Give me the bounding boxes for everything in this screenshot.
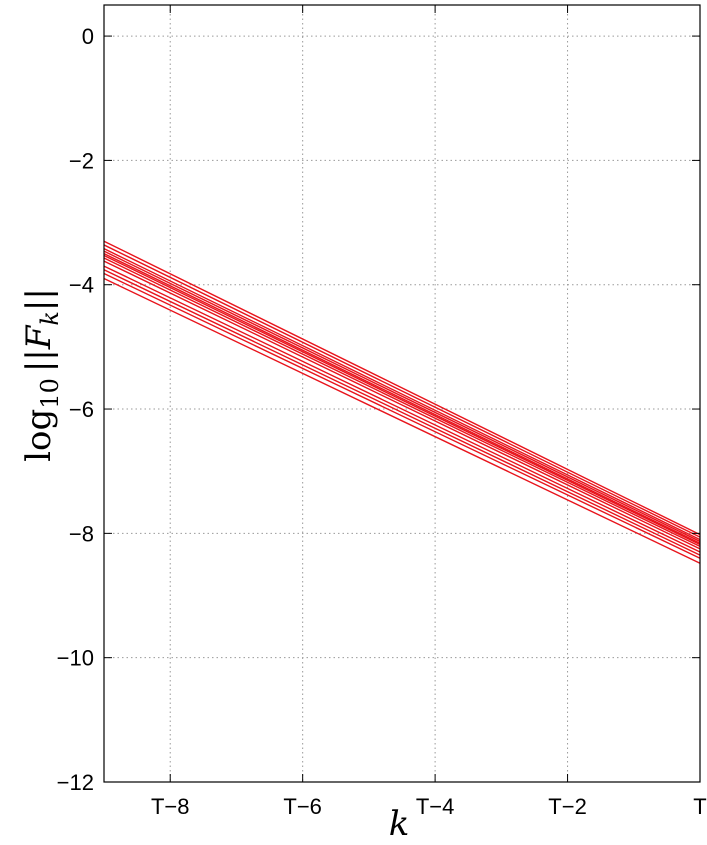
- axis-ticks: [104, 5, 701, 783]
- series-lines: [103, 240, 701, 564]
- x-tick-label: T−2: [548, 794, 587, 819]
- y-tick-labels: 0 −2 −4 −6 −8 −10 −12: [57, 24, 94, 795]
- y-tick-label: −10: [57, 646, 94, 671]
- y-tick-label: −12: [57, 770, 94, 795]
- series-line-6: [103, 254, 701, 546]
- y-tick-label: 0: [82, 24, 94, 49]
- series-line-3: [103, 248, 701, 541]
- y-tick-label: −4: [69, 273, 94, 298]
- x-axis-label: k: [389, 804, 410, 844]
- series-line-4: [103, 250, 701, 543]
- series-line-8: [103, 260, 701, 550]
- y-axis-label-norm: ||F: [19, 324, 59, 372]
- y-tick-label: −8: [69, 521, 94, 546]
- x-tick-label: T−8: [151, 794, 190, 819]
- y-axis-label-norm-subscript: k: [36, 311, 64, 326]
- x-tick-labels: T−8 T−6 T−4 T−2 T: [151, 794, 707, 819]
- plot-frame: [103, 4, 701, 783]
- x-tick-label: T−4: [416, 794, 455, 819]
- series-line-1: [103, 240, 701, 536]
- x-tick-label: T−6: [283, 794, 322, 819]
- x-tick-label: T: [693, 794, 706, 819]
- y-axis-label: log10 ||Fk||: [19, 288, 64, 462]
- series-line-2: [103, 244, 701, 538]
- y-axis-label-norm-end: ||: [19, 288, 59, 311]
- series-line-10: [103, 269, 701, 556]
- y-tick-label: −2: [69, 148, 94, 173]
- series-line-11: [103, 272, 701, 559]
- y-tick-label: −6: [69, 397, 94, 422]
- series-line-7: [103, 257, 701, 548]
- series-line-9: [103, 265, 701, 553]
- y-axis-label-log-subscript: 10: [36, 378, 64, 409]
- series-line-5: [103, 253, 701, 544]
- series-line-12: [103, 277, 701, 564]
- y-axis-label-log: log: [19, 409, 59, 462]
